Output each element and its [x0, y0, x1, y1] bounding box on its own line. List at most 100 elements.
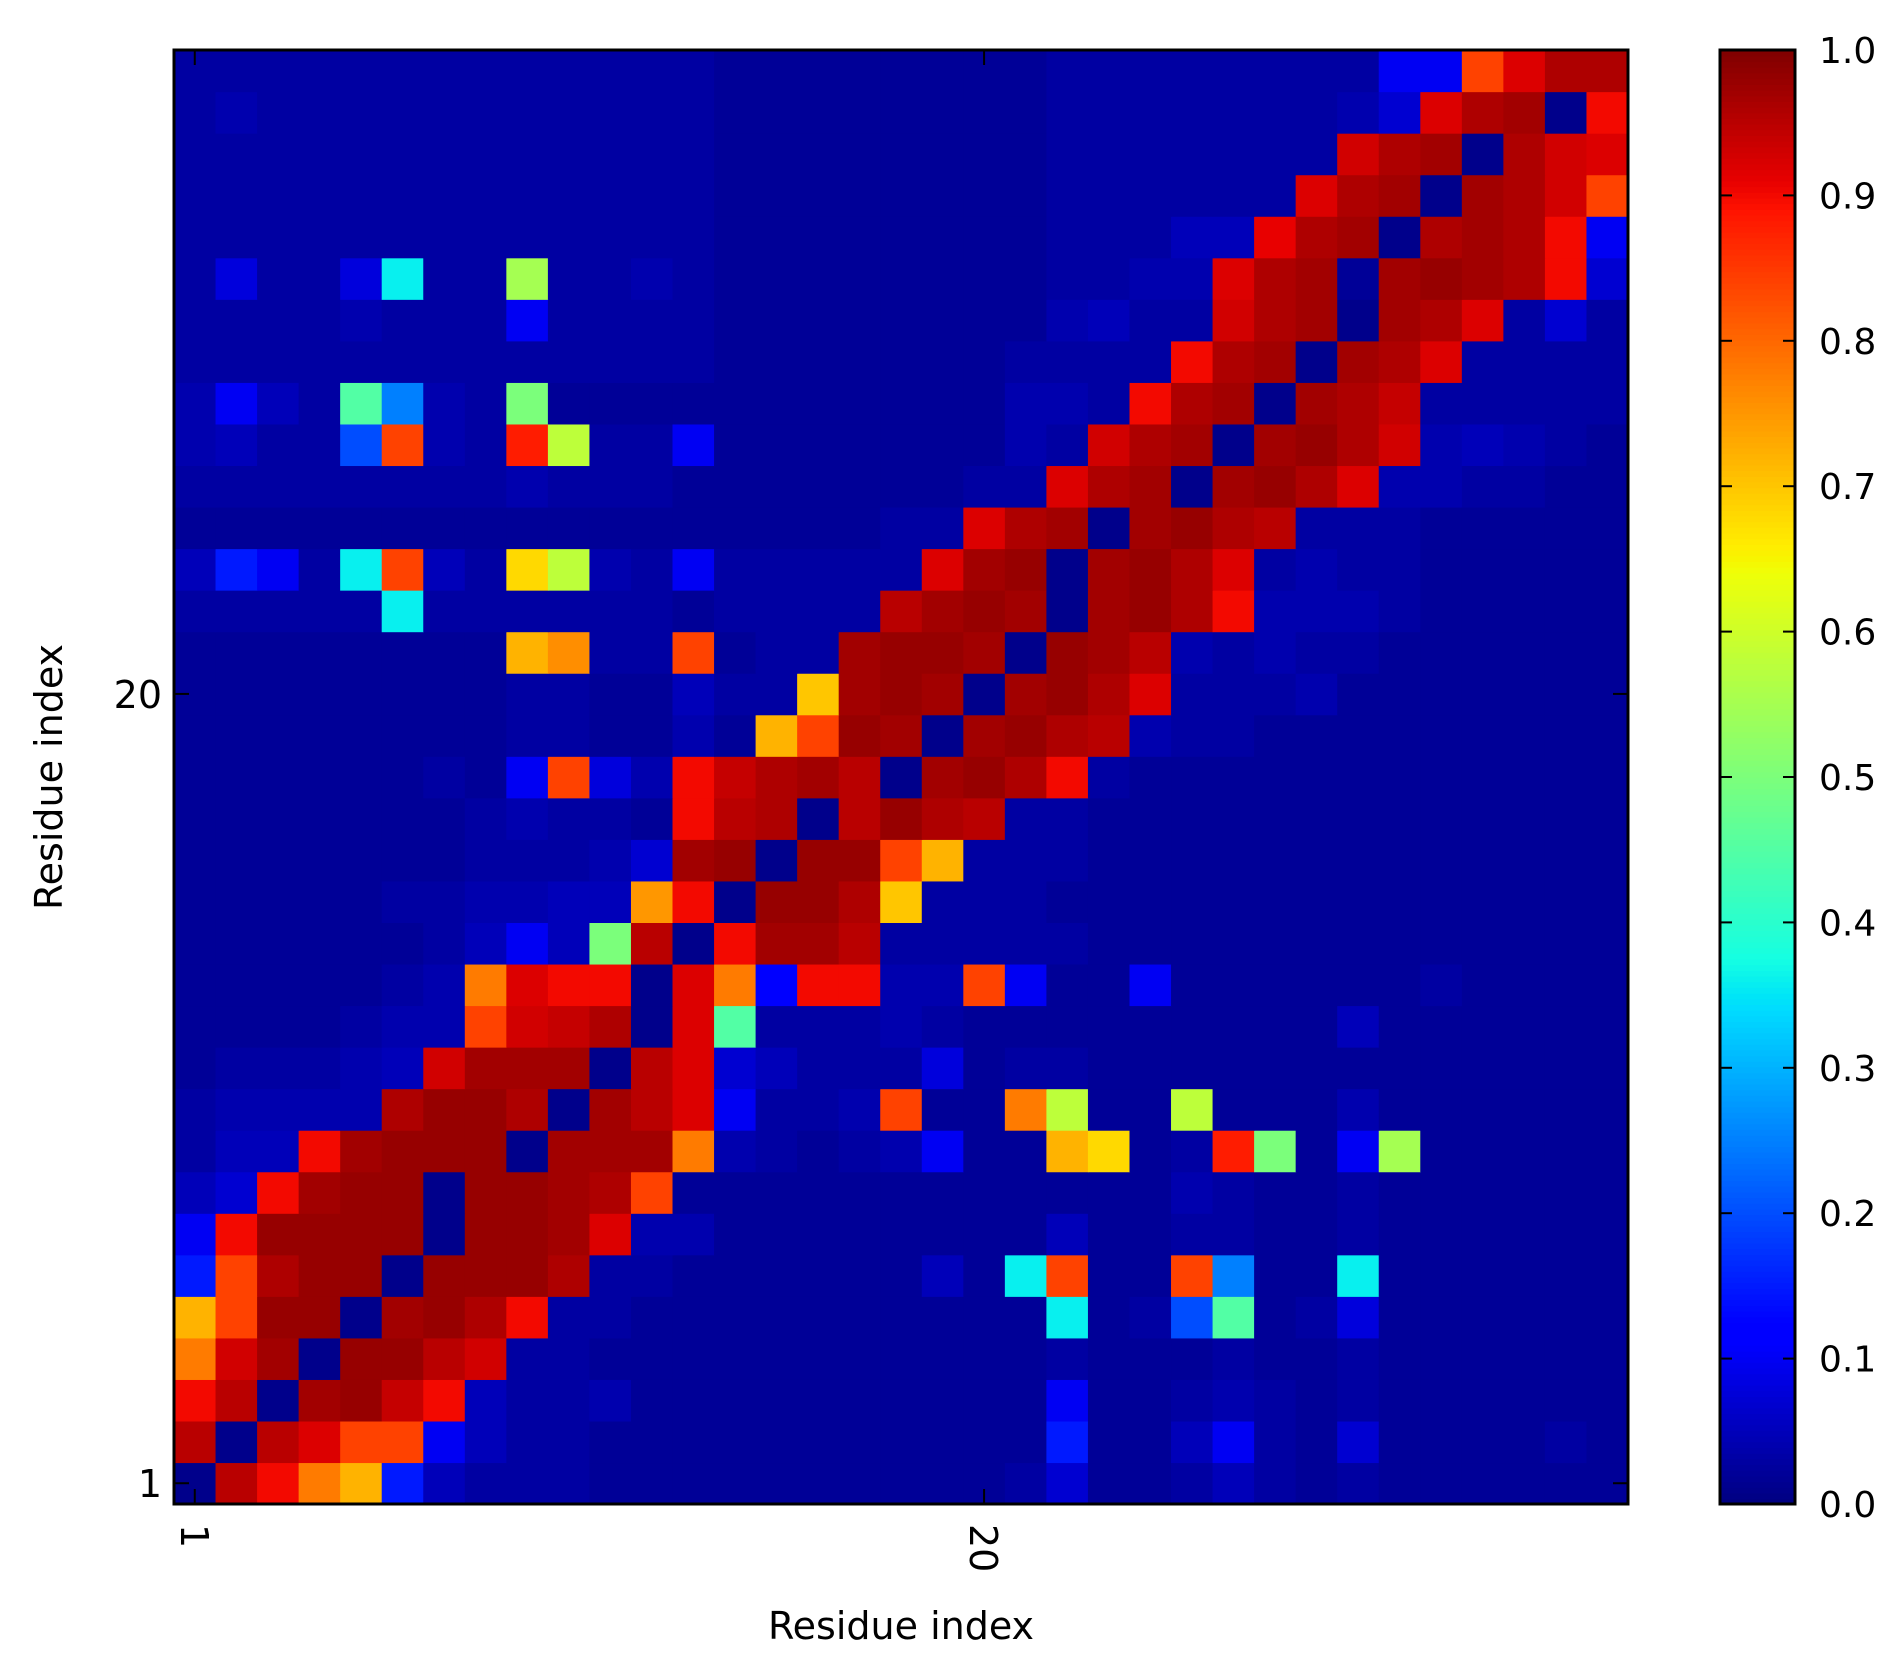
heatmap-cell [797, 423, 840, 467]
colorbar-strip [1720, 1197, 1795, 1204]
colorbar-strip [1720, 294, 1795, 301]
heatmap-cell [547, 1088, 591, 1131]
heatmap-cell [215, 839, 258, 882]
colorbar-strip [1720, 1032, 1795, 1040]
heatmap-cell [340, 465, 383, 508]
axis-ticks: 1 20 1 20 [114, 50, 1628, 1572]
heatmap-cell [672, 1047, 715, 1090]
heatmap-cell [1212, 756, 1255, 799]
heatmap-cell [755, 506, 798, 550]
heatmap-cell [797, 91, 840, 134]
colorbar-strip [1720, 277, 1795, 284]
colorbar-strip [1720, 328, 1795, 335]
heatmap-cell [714, 216, 757, 259]
heatmap-cell [298, 133, 341, 176]
colorbar-strip [1720, 152, 1795, 159]
colorbar-strip [1720, 566, 1795, 574]
heatmap-cell [340, 1420, 383, 1464]
heatmap-cell [1461, 1171, 1504, 1214]
heatmap-cell [1046, 880, 1089, 923]
heatmap-cell [547, 50, 591, 93]
heatmap-cell [880, 133, 923, 176]
heatmap-cell [672, 1130, 715, 1173]
heatmap-cell [672, 465, 715, 508]
heatmap-cell [257, 133, 300, 176]
heatmap-cell [714, 1047, 757, 1090]
heatmap-cell [215, 1379, 258, 1422]
heatmap-cell [381, 299, 424, 342]
colorbar-strip [1720, 203, 1795, 210]
heatmap-cell [797, 465, 840, 508]
heatmap-cell [1004, 216, 1047, 259]
heatmap-cell [381, 257, 424, 300]
heatmap-cell [1420, 922, 1463, 965]
colorbar-strip [1720, 1157, 1795, 1165]
y-tick-label: 1 [138, 1462, 162, 1506]
heatmap-cell [1586, 963, 1629, 1007]
heatmap-cell [1503, 174, 1546, 217]
heatmap-cell [1378, 714, 1421, 757]
heatmap-cell [1586, 340, 1629, 383]
heatmap-cell [963, 1088, 1006, 1131]
heatmap-cell [921, 922, 964, 965]
heatmap-cell [714, 423, 757, 467]
heatmap-cell [589, 1130, 632, 1173]
heatmap-cell [174, 133, 217, 176]
heatmap-cell [672, 340, 715, 383]
heatmap-cell [1503, 963, 1546, 1007]
heatmap-cell [381, 548, 424, 591]
heatmap-cell [464, 423, 507, 467]
colorbar-strip [1720, 572, 1795, 580]
colorbar-strip [1720, 879, 1795, 886]
heatmap-cell [215, 465, 258, 508]
heatmap-cell [880, 174, 923, 217]
heatmap-cell [1046, 506, 1089, 550]
heatmap-cell [298, 1005, 341, 1048]
heatmap-cell [1212, 257, 1255, 300]
heatmap-cell [880, 1005, 923, 1048]
heatmap-cell [1171, 880, 1214, 923]
heatmap-cell [838, 1130, 881, 1173]
heatmap-cell [257, 1088, 300, 1131]
heatmap-cell [174, 880, 217, 923]
colorbar-strip [1720, 1276, 1795, 1284]
heatmap-cell [1087, 340, 1131, 383]
heatmap-cell [298, 1254, 341, 1297]
colorbar-strip [1720, 1458, 1795, 1466]
heatmap-cell [1503, 1462, 1546, 1505]
heatmap-cell [672, 382, 715, 425]
heatmap-cell [1378, 631, 1421, 674]
heatmap-cell [838, 1337, 881, 1380]
heatmap-cell [506, 506, 549, 550]
heatmap-cell [921, 797, 964, 840]
heatmap-cell [797, 963, 840, 1007]
heatmap-cell [1544, 257, 1588, 300]
heatmap-cell [1461, 1130, 1504, 1173]
heatmap-cell [755, 922, 798, 965]
heatmap-cell [963, 963, 1006, 1007]
heatmap-cell [257, 1379, 300, 1422]
colorbar-strip [1720, 50, 1795, 57]
heatmap-cell [1004, 1337, 1047, 1380]
colorbar-strip [1720, 947, 1795, 954]
heatmap-cell [547, 963, 591, 1007]
colorbar-strip [1720, 924, 1795, 932]
heatmap-cell [589, 1254, 632, 1297]
heatmap-cell [1129, 922, 1172, 965]
heatmap-cell [963, 465, 1006, 508]
heatmap-cell [1171, 299, 1214, 342]
heatmap-cell [1212, 423, 1255, 467]
colorbar-strip [1720, 311, 1795, 318]
heatmap-cell [1046, 673, 1089, 716]
heatmap-cell [340, 1379, 383, 1422]
colorbar-strip [1720, 1305, 1795, 1312]
heatmap-cell [1212, 673, 1255, 716]
heatmap-cell [1378, 880, 1421, 923]
heatmap-cell [1212, 133, 1255, 176]
colorbar-strip [1720, 1254, 1795, 1261]
heatmap-cell [963, 1130, 1006, 1173]
heatmap-cell [1087, 506, 1131, 550]
heatmap-cell [755, 963, 798, 1007]
heatmap-cell [880, 756, 923, 799]
heatmap-cell [215, 714, 258, 757]
